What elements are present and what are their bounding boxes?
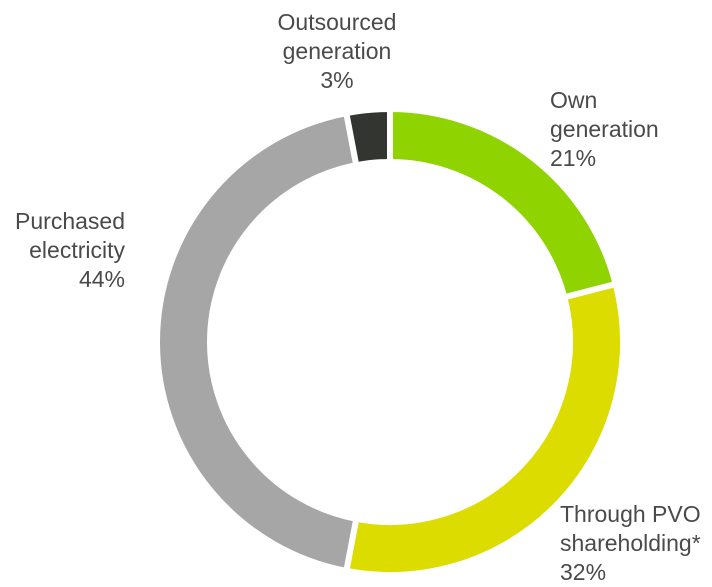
segment-label: Own generation 21% — [550, 86, 659, 173]
value-label: 3% — [320, 67, 354, 93]
value-label: 44% — [78, 266, 125, 292]
category-name: Own generation — [550, 87, 659, 142]
segment-label: Through PVO shareholding* 32% — [560, 500, 701, 587]
segment-label: Purchased electricity 44% — [15, 207, 125, 294]
segment-label: Outsourced generation 3% — [278, 8, 397, 95]
donut-segment — [342, 105, 393, 169]
donut-segment — [154, 109, 360, 575]
value-label: 32% — [560, 559, 607, 585]
value-label: 21% — [550, 145, 597, 171]
category-name: Through PVO shareholding* — [560, 501, 701, 556]
category-name: Purchased electricity — [15, 208, 125, 263]
category-name: Outsourced generation — [277, 9, 397, 64]
